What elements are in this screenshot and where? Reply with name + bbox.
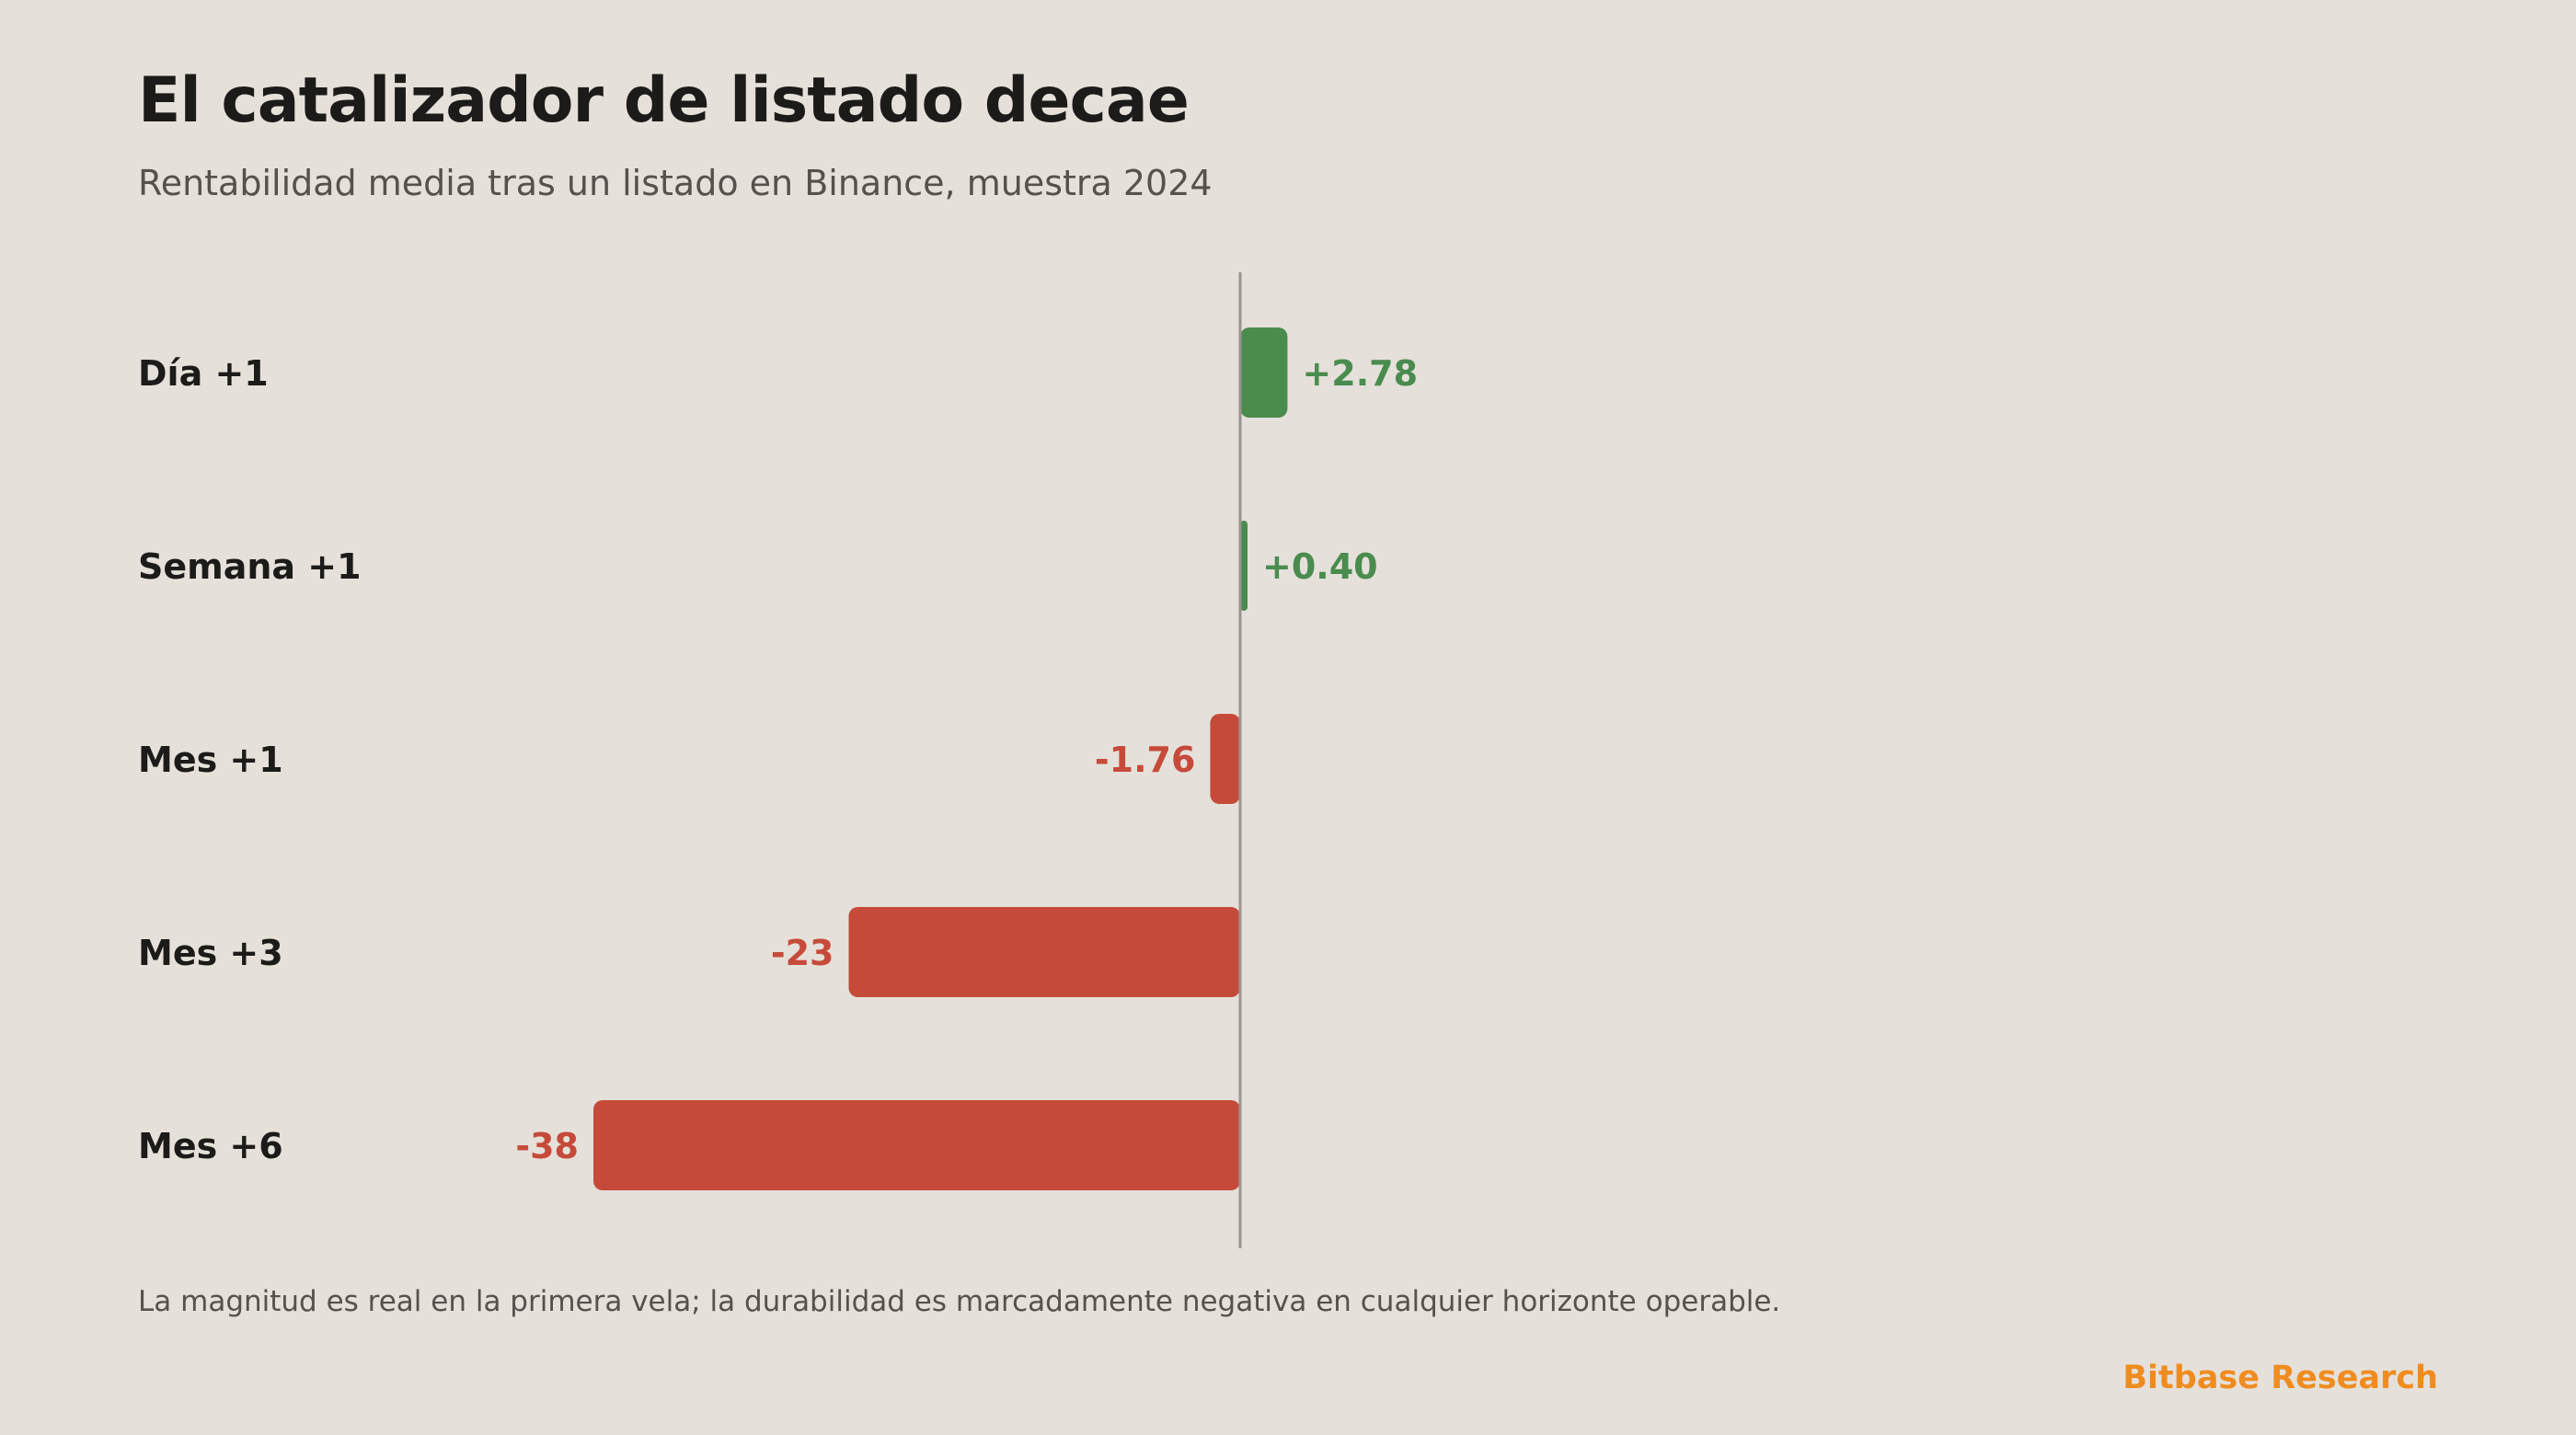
category-label: Mes +6 — [138, 1126, 283, 1166]
bar — [848, 907, 1240, 997]
data-label: -38 — [515, 1126, 579, 1166]
data-label: +0.40 — [1262, 546, 1378, 587]
data-label: +2.78 — [1302, 353, 1418, 394]
footnote: La magnitud es real en la primera vela; … — [138, 1285, 1781, 1318]
category-label: Día +1 — [138, 353, 269, 394]
chart-subtitle: Rentabilidad media tras un listado en Bi… — [138, 163, 1213, 203]
data-label: -1.76 — [1095, 740, 1196, 780]
bar — [1240, 327, 1288, 418]
bar — [593, 1100, 1240, 1190]
category-label: Mes +3 — [138, 933, 283, 973]
category-label: Mes +1 — [138, 740, 283, 780]
bar — [1240, 521, 1248, 611]
data-label: -23 — [771, 933, 834, 973]
category-label: Semana +1 — [138, 546, 362, 587]
brand-logo-text: Bitbase Research — [2122, 1360, 2438, 1396]
bar — [1210, 714, 1240, 804]
chart-title: El catalizador de listado decae — [138, 64, 1190, 137]
